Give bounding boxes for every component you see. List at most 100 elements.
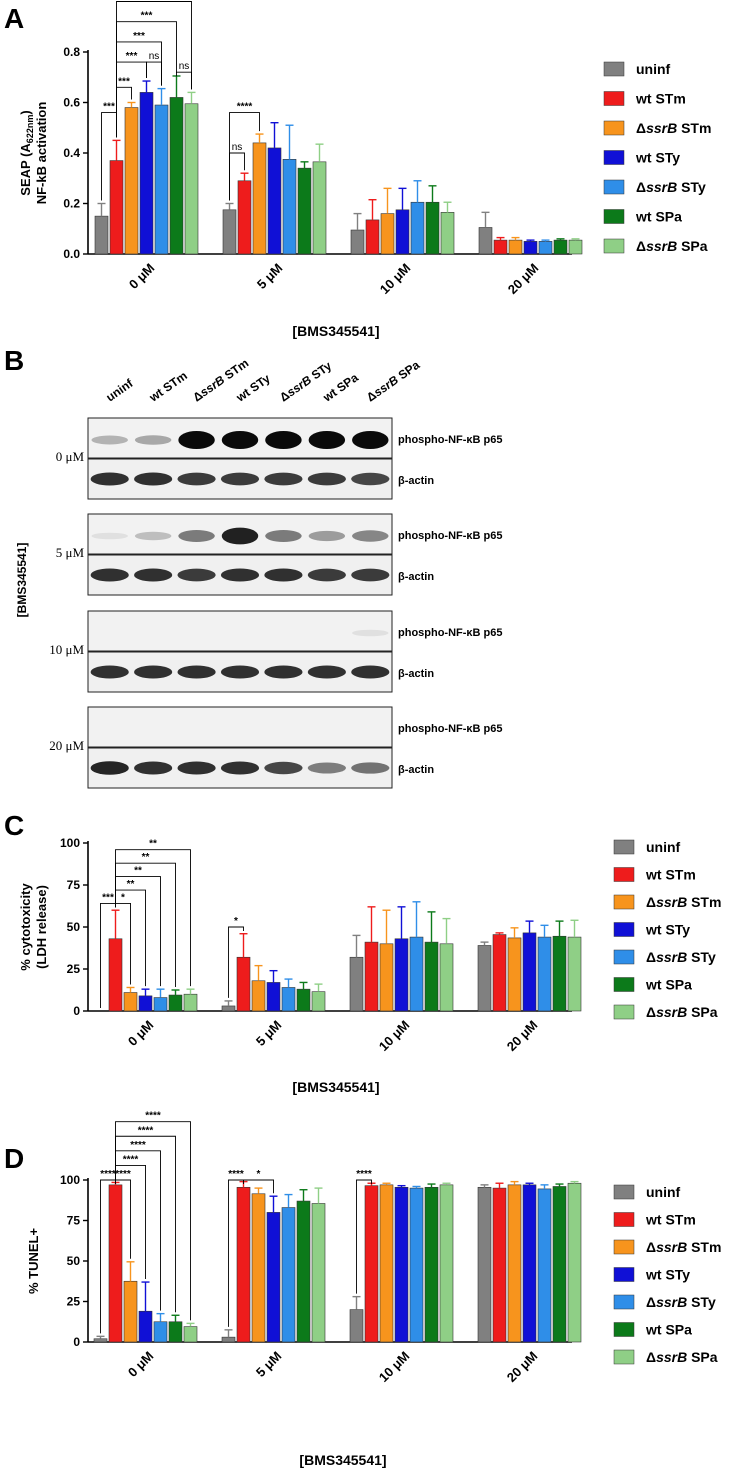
bar <box>477 1186 492 1343</box>
x-category-label: 10 μM <box>376 1017 413 1054</box>
legend-d: uninf wt STm ΔssrB STm wt STy ΔssrB STy wt SP… <box>613 1184 721 1365</box>
bar <box>380 213 395 255</box>
chart-d: 0 25 50 75 100 0 μM 5 μM 10 μM 20 μM [BMS345541]%… <box>26 1111 582 1468</box>
significance-label: **** <box>356 1169 372 1180</box>
legend-entry: ΔssrB STm <box>636 120 711 136</box>
legend-swatch <box>603 179 625 195</box>
bar <box>537 936 552 1012</box>
legend-entry: uninf <box>636 61 671 77</box>
bar <box>522 932 537 1012</box>
blot-band-actin <box>307 568 346 582</box>
legend-swatch <box>613 1239 635 1255</box>
bar <box>364 941 379 1012</box>
blot-band-p65 <box>265 431 302 449</box>
legend-c: uninf wt STm ΔssrB STm wt STy ΔssrB STy wt SP… <box>613 839 721 1020</box>
bar <box>282 159 297 255</box>
x-category-label: 0 μM <box>125 1017 157 1049</box>
significance-bracket <box>115 1121 191 1321</box>
x-category-label: 0 μM <box>125 1348 157 1380</box>
blot-band-actin <box>351 762 390 774</box>
bar <box>409 936 424 1012</box>
legend-swatch <box>603 91 625 106</box>
y-axis-title: SEAP (A622nm) <box>18 110 35 195</box>
bar <box>296 1200 311 1343</box>
legend-swatch <box>613 1004 635 1020</box>
legend-entry: wt SPa <box>635 209 682 225</box>
legend-swatch <box>613 1184 635 1200</box>
significance-label: ** <box>149 839 157 850</box>
legend-entry: wt STm <box>635 91 686 107</box>
significance-label: ns <box>149 51 160 62</box>
significance-label: *** <box>103 102 115 113</box>
significance-label: **** <box>100 1169 116 1180</box>
bar <box>478 227 493 255</box>
y-tick-label: 50 <box>67 1254 81 1268</box>
blot-band-actin <box>264 665 303 679</box>
blot-band-actin <box>134 472 173 486</box>
legend-swatch <box>613 894 635 910</box>
bar <box>266 1212 281 1343</box>
significance-bracket <box>243 1179 274 1194</box>
blot-band-actin <box>307 472 346 486</box>
bar <box>364 1185 379 1343</box>
bar <box>236 1186 251 1343</box>
blot-band-actin <box>220 568 260 582</box>
blot-band-p65 <box>178 530 215 542</box>
bar <box>138 995 153 1012</box>
significance-bracket <box>115 849 191 987</box>
blot-box-p65 <box>87 706 393 748</box>
x-category-label: 5 μM <box>253 1017 285 1049</box>
bar <box>568 239 583 255</box>
bar <box>507 1184 522 1343</box>
legend-entry: ΔssrB STm <box>646 1239 721 1255</box>
bar <box>507 937 522 1012</box>
panel-letter-b: B <box>4 345 24 376</box>
legend-swatch <box>603 209 625 224</box>
bar <box>267 147 282 255</box>
bar <box>184 103 199 255</box>
bar <box>492 934 507 1012</box>
bar <box>439 943 454 1012</box>
blot-band-label-actin: β-actin <box>398 668 434 680</box>
y-axis-title: % cytotoxicity <box>18 883 33 971</box>
bar <box>552 1186 567 1343</box>
y-tick-label: 0.2 <box>63 197 80 211</box>
blot-band-actin <box>177 665 216 679</box>
bar <box>553 239 568 255</box>
significance-bracket <box>116 1 192 138</box>
legend-entry: ΔssrB STy <box>636 179 706 195</box>
blot-band-actin <box>220 761 260 775</box>
y-tick-label: 0 <box>73 1335 80 1349</box>
legend-swatch <box>603 120 625 136</box>
blot-band-p65 <box>91 532 128 540</box>
legend-a: uninf wt STm ΔssrB STm wt STy ΔssrB STy wt SP… <box>603 61 711 254</box>
blot-concentration-label: 10 μM <box>49 642 84 657</box>
bar <box>93 1338 108 1343</box>
blot-band-actin <box>264 472 303 486</box>
legend-swatch <box>613 867 635 882</box>
significance-label: *** <box>118 76 130 87</box>
blot-band-label-p65: phospho-NF-κB p65 <box>398 627 503 639</box>
legend-swatch <box>613 1322 635 1337</box>
legend-entry: uninf <box>646 839 681 855</box>
bar <box>124 107 139 255</box>
significance-bracket <box>115 1179 131 1259</box>
blot-band-label-p65: phospho-NF-κB p65 <box>398 723 503 735</box>
bar <box>410 201 425 255</box>
blot-band-p65 <box>352 431 389 449</box>
significance-label: ** <box>134 866 142 877</box>
legend-entry: ΔssrB SPa <box>636 238 708 254</box>
blot-side-label: [BMS345541] <box>15 543 29 618</box>
bar <box>349 956 364 1012</box>
significance-label: ** <box>142 852 150 863</box>
significance-label: **** <box>115 1169 131 1180</box>
bar <box>281 987 296 1012</box>
blot-band-actin <box>90 761 129 775</box>
legend-entry: wt SPa <box>645 1322 692 1338</box>
bar <box>183 1326 198 1343</box>
x-category-label: 0 μM <box>126 260 158 292</box>
bar <box>567 1182 582 1343</box>
significance-bracket <box>146 61 162 86</box>
